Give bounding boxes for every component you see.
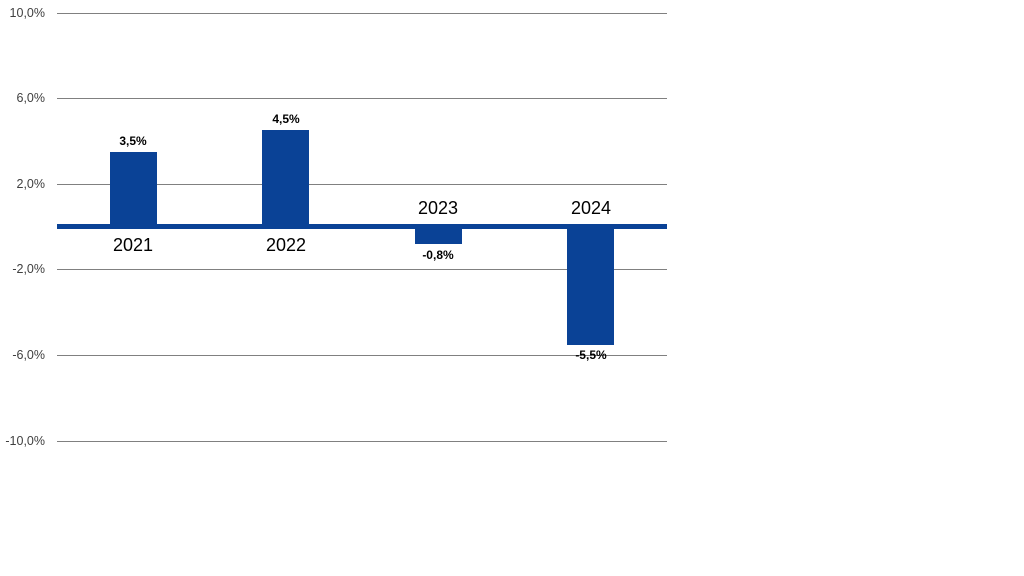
gridline-10pct: [57, 13, 667, 14]
category-label-2023: 2023: [417, 198, 459, 218]
gridline--10pct: [57, 441, 667, 442]
bar-2021: [110, 152, 157, 227]
category-label-2022: 2022: [265, 235, 307, 255]
y-axis-tick-label: -6,0%: [12, 348, 45, 362]
gridline--2pct: [57, 269, 667, 270]
zero-axis-line: [57, 224, 667, 229]
category-label-2024: 2024: [570, 198, 612, 218]
bar-2023: [415, 227, 462, 244]
value-label-2024: -5,5%: [575, 348, 607, 362]
value-label-2022: 4,5%: [272, 112, 300, 126]
bar-2022: [262, 130, 309, 226]
gridline--6pct: [57, 355, 667, 356]
y-axis-tick-label: -10,0%: [5, 434, 45, 448]
y-axis-tick-label: -2,0%: [12, 262, 45, 276]
value-label-2023: -0,8%: [422, 248, 454, 262]
y-axis-tick-label: 10,0%: [9, 6, 45, 20]
gridline-2pct: [57, 184, 667, 185]
gridline-6pct: [57, 98, 667, 99]
category-label-2021: 2021: [112, 235, 154, 255]
y-axis-tick-label: 6,0%: [16, 91, 46, 105]
yearly-percentage-bar-chart: 10,0% 6,0% 2,0% -2,0% -6,0% -10,0% 2021 3,5% 202…: [5, 6, 667, 448]
value-label-2021: 3,5%: [119, 134, 147, 148]
y-axis-tick-label: 2,0%: [16, 177, 46, 191]
bar-2024: [567, 227, 614, 345]
